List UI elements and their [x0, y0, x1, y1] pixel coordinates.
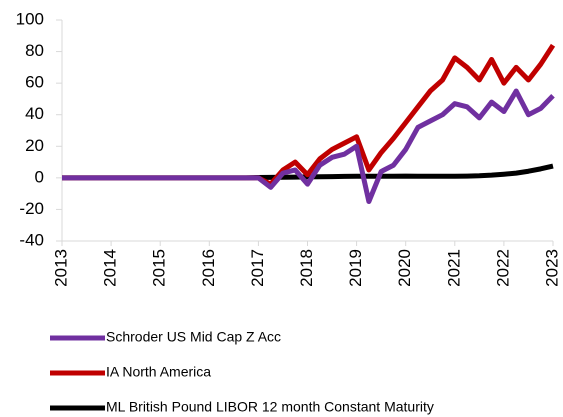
- legend-label: IA North America: [106, 364, 211, 380]
- x-tick-label: 2021: [444, 249, 463, 287]
- y-tick-label: 60: [25, 73, 44, 92]
- legend-label: ML British Pound LIBOR 12 month Constant…: [106, 399, 434, 415]
- x-tick-label: 2015: [150, 249, 169, 287]
- x-tick-label: 2014: [101, 249, 120, 287]
- x-tick-label: 2016: [199, 249, 218, 287]
- x-tick-label: 2018: [297, 249, 316, 287]
- series-line: [62, 88, 555, 205]
- x-tick-label: 2013: [51, 249, 70, 287]
- x-tick-label: 2023: [542, 249, 561, 287]
- y-tick-label: 100: [16, 9, 44, 28]
- x-tick-label: 2019: [346, 249, 365, 287]
- y-tick-label: -40: [19, 230, 44, 249]
- y-tick-label: 20: [25, 136, 44, 155]
- y-tick-label: 0: [35, 167, 44, 186]
- x-tick-label: 2022: [493, 249, 512, 287]
- x-tick-label: 2020: [395, 249, 414, 287]
- legend-label: Schroder US Mid Cap Z Acc: [106, 329, 281, 345]
- y-tick-label: 80: [25, 41, 44, 60]
- y-tick-label: -20: [19, 199, 44, 218]
- y-tick-label: 40: [25, 104, 44, 123]
- x-tick-label: 2017: [248, 249, 267, 287]
